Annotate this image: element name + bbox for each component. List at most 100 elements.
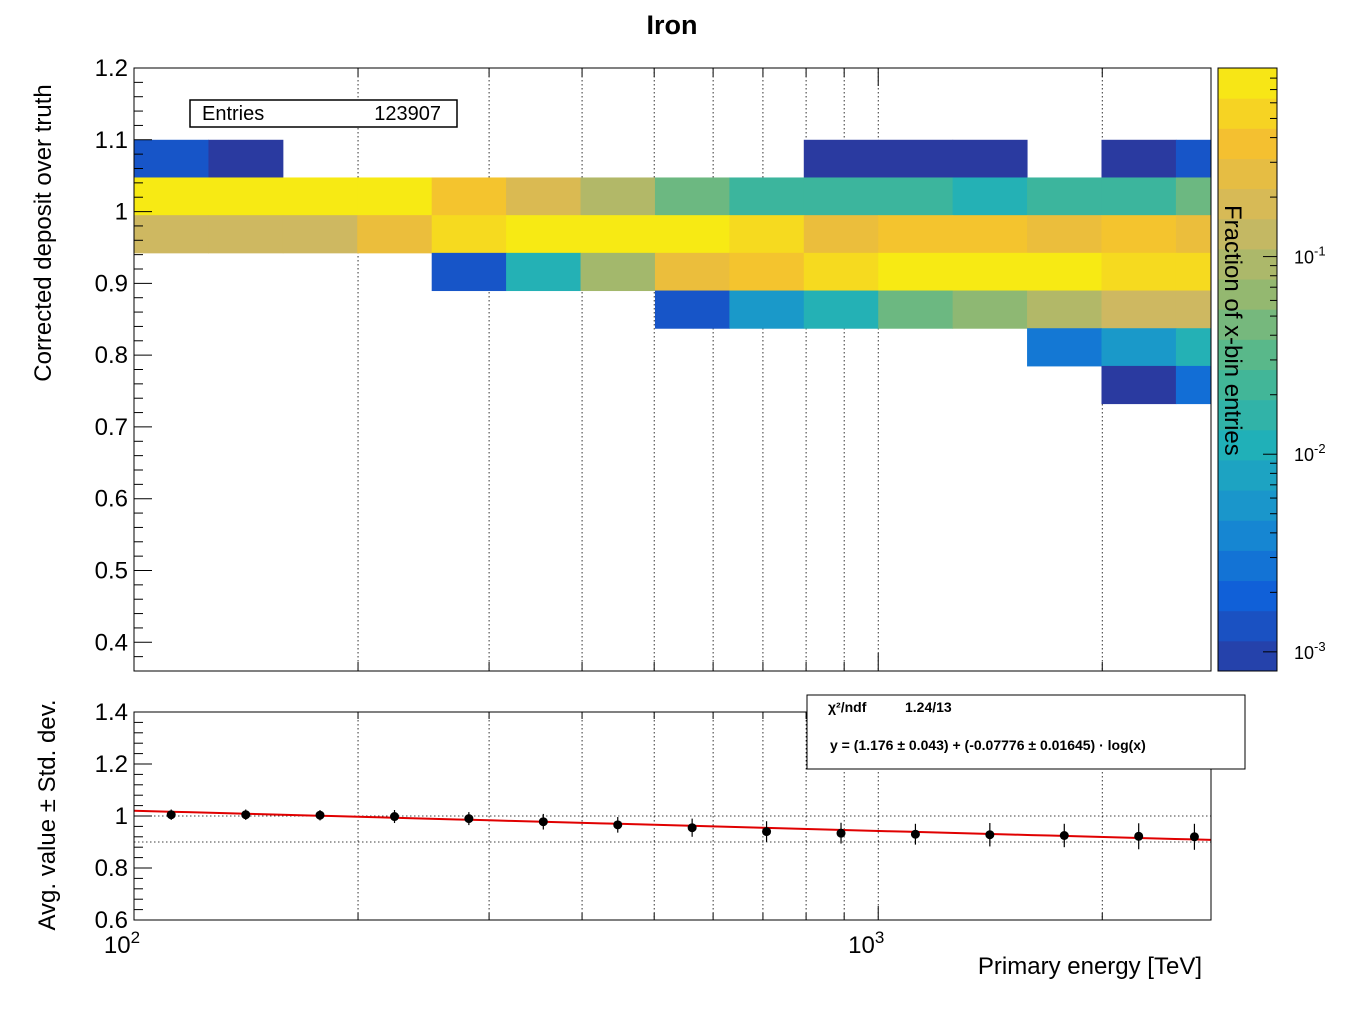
colorbar-band xyxy=(1218,248,1277,280)
heatmap-cell xyxy=(580,177,656,216)
colorbar-band xyxy=(1218,279,1277,310)
heatmap-cell xyxy=(1027,177,1102,216)
heatmap-cells xyxy=(134,139,1211,405)
colorbar-tick-label: 10-1 xyxy=(1294,244,1326,268)
heatmap-cell xyxy=(729,215,805,254)
ratio-reference-lines xyxy=(134,815,1211,843)
heatmap-cell xyxy=(357,215,433,254)
heatmap-cell xyxy=(952,252,1028,292)
colorbar-band xyxy=(1218,459,1277,491)
heatmap-cell xyxy=(134,215,209,254)
heatmap-cell xyxy=(506,177,582,216)
heatmap-y-tick-label: 0.6 xyxy=(95,486,128,513)
chart-title: Iron xyxy=(647,10,698,40)
heatmap-cell xyxy=(952,290,1028,329)
colorbar-band xyxy=(1218,68,1277,99)
data-point xyxy=(613,820,623,830)
heatmap-cell xyxy=(357,177,433,216)
heatmap-cell xyxy=(1027,290,1102,329)
heatmap-cell xyxy=(654,215,730,254)
colorbar-band xyxy=(1218,490,1277,521)
ratio-y-tick-label: 0.6 xyxy=(95,907,128,934)
heatmap-cell xyxy=(134,177,209,216)
data-point xyxy=(985,830,995,840)
colorbar-frame xyxy=(1217,67,1278,672)
entries-label: Entries xyxy=(202,103,264,125)
heatmap-cell xyxy=(654,177,730,216)
chi2-value: 1.24/13 xyxy=(905,699,952,715)
heatmap-cell xyxy=(1175,252,1211,292)
heatmap-frame xyxy=(133,67,1212,672)
colorbar-band xyxy=(1218,429,1277,461)
heatmap-cell xyxy=(580,215,656,254)
ratio-points xyxy=(166,809,1199,850)
heatmap-cell xyxy=(1027,328,1102,367)
heatmap-cell xyxy=(1101,139,1177,178)
heatmap-cell xyxy=(654,252,730,292)
heatmap-cell xyxy=(208,139,284,178)
colorbar-ticks: 10-3 10-2 10-1 xyxy=(1263,67,1326,663)
ratio-x-tick-labels: 102 103 xyxy=(104,928,884,959)
entries-box-frame xyxy=(189,99,458,128)
data-point xyxy=(166,810,176,820)
heatmap-cell xyxy=(1175,139,1211,178)
x-axis-label: Primary energy [TeV] xyxy=(978,953,1202,980)
heatmap-cell xyxy=(878,215,954,254)
colorbar-band xyxy=(1218,520,1277,551)
ratio-y-tick-label: 0.8 xyxy=(95,855,128,882)
heatmap-cell xyxy=(282,177,358,216)
ratio-frame xyxy=(133,711,1212,921)
ratio-y-tick-label: 1 xyxy=(115,803,128,830)
entries-value: 123907 xyxy=(374,103,441,125)
ratio-y-axis-label: Avg. value ± Std. dev. xyxy=(34,699,61,930)
heatmap-y-tick-label: 0.8 xyxy=(95,342,128,369)
heatmap-cell xyxy=(134,139,209,178)
heatmap-cell xyxy=(803,215,879,254)
heatmap-cell xyxy=(952,215,1028,254)
heatmap-cell xyxy=(1101,177,1177,216)
heatmap-cell xyxy=(282,215,358,254)
ratio-y-tick-labels: 0.6 0.8 1 1.2 1.4 xyxy=(95,699,128,934)
colorbar-band xyxy=(1218,640,1277,672)
heatmap-y-tick-label: 0.7 xyxy=(95,414,128,441)
heatmap-cell xyxy=(878,290,954,329)
data-point xyxy=(1189,832,1199,842)
heatmap-cell xyxy=(506,252,582,292)
ratio-panel: 0.6 0.8 1 1.2 1.4 102 103 Avg. value ± Std. d… xyxy=(34,694,1246,980)
heatmap-cell xyxy=(878,139,954,178)
heatmap-y-tick-label: 1.1 xyxy=(95,127,128,154)
heatmap-y-tick-label: 1 xyxy=(115,199,128,226)
fit-box-frame xyxy=(806,694,1246,770)
heatmap-frame-bg xyxy=(134,68,1211,671)
colorbar-band xyxy=(1218,339,1277,370)
heatmap-cell xyxy=(803,177,879,216)
colorbar-band xyxy=(1218,399,1277,431)
data-point xyxy=(836,828,846,838)
x-tick-label: 102 xyxy=(104,928,140,959)
heatmap-cell xyxy=(803,252,879,292)
data-point xyxy=(1134,831,1144,841)
ratio-y-tick-label: 1.4 xyxy=(95,699,128,726)
colorbar-band xyxy=(1218,158,1277,190)
x-tick-label: 103 xyxy=(848,928,884,959)
heatmap-cell xyxy=(1175,365,1211,405)
colorbar-band xyxy=(1218,550,1277,582)
heatmap-cell xyxy=(1175,215,1211,254)
heatmap-cell xyxy=(729,252,805,292)
heatmap-y-tick-label: 0.9 xyxy=(95,270,128,297)
heatmap-cell xyxy=(1175,177,1211,216)
entries-stats-box: Entries 123907 xyxy=(189,99,458,128)
data-point xyxy=(241,810,251,820)
heatmap-cell xyxy=(208,177,284,216)
heatmap-cell xyxy=(208,215,284,254)
colorbar-palette xyxy=(1218,68,1277,672)
chi2-label: χ²/ndf xyxy=(828,699,867,715)
heatmap-cell xyxy=(1027,252,1102,292)
heatmap-cell xyxy=(878,252,954,292)
colorbar-band xyxy=(1218,128,1277,159)
data-point xyxy=(390,812,400,822)
heatmap-y-tick-label: 1.2 xyxy=(95,55,128,82)
data-point xyxy=(464,814,474,824)
colorbar-label: Fraction of x-bin entries xyxy=(1219,205,1246,456)
